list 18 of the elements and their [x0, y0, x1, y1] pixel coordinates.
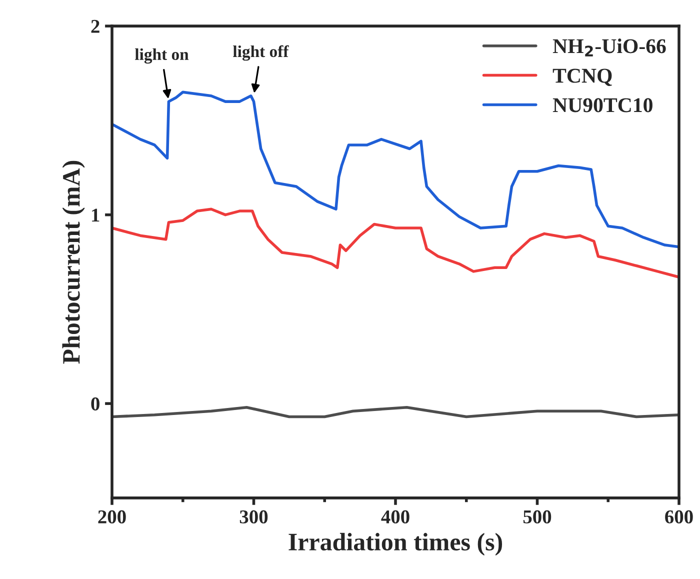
- y-tick-label: 0: [91, 397, 100, 410]
- legend-label: NU90TC10: [552, 98, 652, 112]
- x-tick-label: 300: [240, 510, 268, 524]
- annotation: light off: [233, 45, 289, 61]
- legend-label: NH$_{2}$-UiO-66: [552, 38, 666, 56]
- x-tick-label: 500: [523, 510, 552, 524]
- y-tick-label: 1: [92, 208, 100, 222]
- x-tick-label: 600: [665, 510, 693, 524]
- line-series: [112, 208, 679, 278]
- y-tick-label: 2: [91, 20, 100, 33]
- legend-label: TCNQ: [552, 68, 612, 86]
- x-tick-label: 200: [98, 510, 126, 524]
- y-axis-title: Photocurrent (mA): [62, 160, 85, 364]
- x-axis-title: Irradiation times (s): [288, 532, 502, 556]
- line-series: [112, 90, 679, 248]
- annotation: light on: [134, 48, 189, 64]
- line-series: [112, 406, 679, 418]
- x-tick-label: 400: [381, 510, 410, 524]
